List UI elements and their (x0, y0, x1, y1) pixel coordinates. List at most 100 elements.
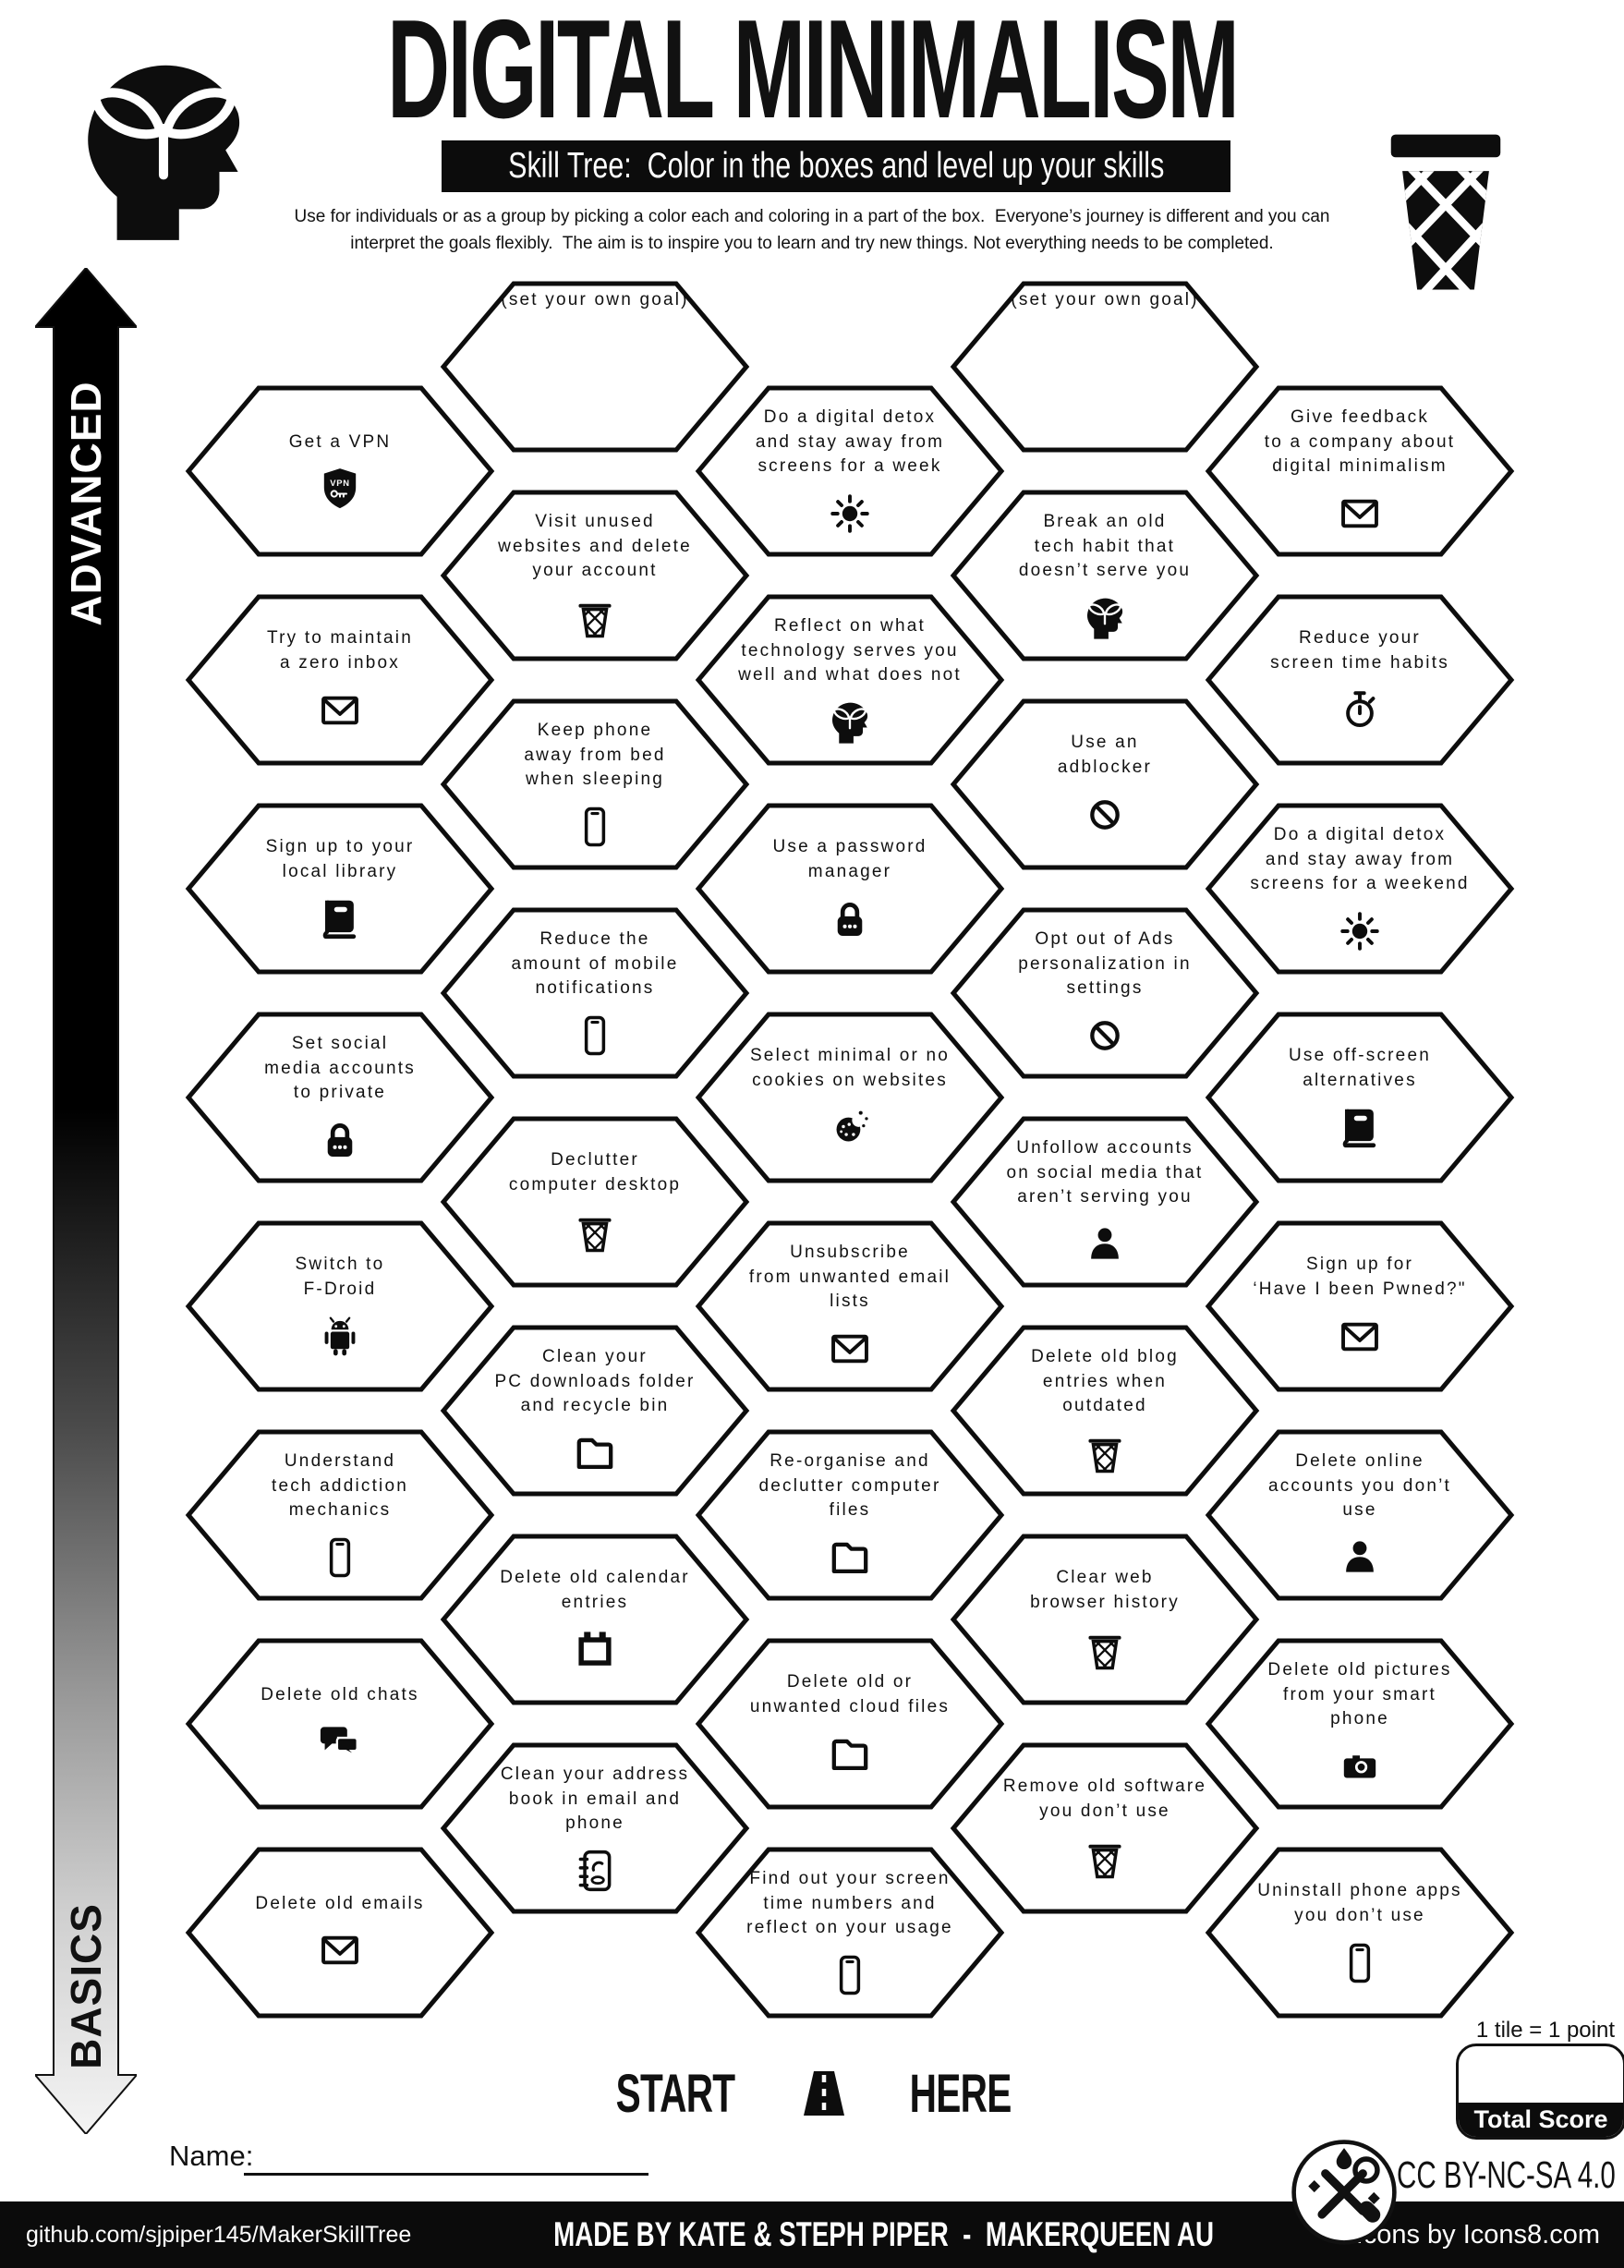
hex-label: Unfollow accounts on social media that a… (1006, 1137, 1204, 1207)
hex-content: Switch to F-Droid (211, 1226, 469, 1387)
hex-tile: Break an old tech habit that doesn’t ser… (950, 488, 1260, 663)
hex-outline (1205, 594, 1515, 766)
hex-outline (695, 1638, 1005, 1810)
intro-line-1: Use for individuals or as a group by pic… (294, 207, 1330, 226)
hex-content: (set your own goal) (976, 286, 1234, 447)
hex-outline (440, 281, 750, 453)
hex-content: Delete old pictures from your smart phon… (1230, 1643, 1489, 1804)
hex-outline (440, 1325, 750, 1497)
hex-tile: Understand tech addiction mechanics (185, 1427, 495, 1603)
subtitle-banner: Skill Tree: Color in the boxes and level… (442, 140, 1230, 192)
hex-label: Try to maintain a zero inbox (267, 628, 413, 673)
hex-content: Reduce the amount of mobile notification… (466, 913, 724, 1073)
hex-outline (185, 1012, 495, 1183)
hex-label: Find out your screen time numbers and re… (746, 1868, 953, 1938)
hex-content: Do a digital detox and stay away from sc… (1230, 808, 1489, 969)
hex-label: Delete online accounts you don’t use (1267, 1450, 1452, 1521)
hex-tile: Opt out of Ads personalization in settin… (950, 905, 1260, 1081)
hex-tile: Reduce your screen time habits (1205, 592, 1515, 768)
hex-content: Delete old chats (211, 1643, 469, 1804)
hex-content: Visit unused websites and delete your ac… (466, 495, 724, 656)
hex-tile: Set social media accounts to private (185, 1010, 495, 1185)
person-icon (1337, 1534, 1383, 1581)
maker-tools-badge-icon (1290, 2138, 1399, 2247)
hex-tile: Give feedback to a company about digital… (1205, 383, 1515, 559)
hex-label: Opt out of Ads personalization in settin… (1018, 928, 1192, 999)
hex-content: Sign up for ‘Have I been Pwned?" (1230, 1226, 1489, 1387)
hex-tile: Delete old chats (185, 1636, 495, 1812)
hex-label: Declutter computer desktop (508, 1150, 682, 1195)
phone-icon (1337, 1940, 1383, 1986)
score-write-in-area (1459, 2046, 1623, 2103)
hex-outline (185, 1847, 495, 2019)
hex-tile: Clear web browser history (950, 1532, 1260, 1707)
hex-content: Delete online accounts you don’t use (1230, 1435, 1489, 1595)
hex-outline (950, 1742, 1260, 1914)
envelope-icon (317, 687, 363, 734)
hex-tile: Remove old software you don’t use (950, 1740, 1260, 1916)
tile-point-note: 1 tile = 1 point (1475, 2018, 1615, 2043)
hex-label: Give feedback to a company about digital… (1264, 406, 1456, 477)
hex-label: Reduce the amount of mobile notification… (511, 928, 679, 999)
padlock-icon (317, 1117, 363, 1163)
hex-tile: Re-organise and declutter computer files (695, 1427, 1005, 1603)
hex-tile: Delete online accounts you don’t use (1205, 1427, 1515, 1603)
folder-icon (827, 1731, 873, 1777)
hex-outline (1205, 803, 1515, 975)
total-score-label: Total Score (1459, 2103, 1623, 2137)
hex-label: Delete old pictures from your smart phon… (1267, 1659, 1452, 1729)
hex-content: Give feedback to a company about digital… (1230, 391, 1489, 552)
hex-tile: Find out your screen time numbers and re… (695, 1845, 1005, 2020)
hex-content: Select minimal or no cookies on websites (721, 1017, 979, 1178)
subtitle-text: Skill Tree: Color in the boxes and level… (507, 146, 1165, 186)
hex-label: Delete old chats (261, 1684, 419, 1704)
phone-icon (572, 804, 618, 850)
footer-credit: MADE BY KATE & STEPH PIPER - MAKERQUEEN … (553, 2215, 1214, 2253)
hex-outline (695, 1220, 1005, 1392)
road-icon (777, 2064, 871, 2123)
hex-label: Switch to F-Droid (295, 1255, 385, 1299)
hex-content: Opt out of Ads personalization in settin… (976, 913, 1234, 1073)
book-icon (317, 896, 363, 942)
hex-label: Delete old or unwanted cloud files (749, 1672, 951, 1716)
intro-line-2: interpret the goals flexibly. The aim is… (350, 233, 1274, 253)
hex-label: (set your own goal) (501, 290, 689, 309)
hex-label: Unsubscribe from unwanted email lists (748, 1242, 951, 1312)
hex-tile: Delete old or unwanted cloud files (695, 1636, 1005, 1812)
hex-label: Reduce your screen time habits (1270, 628, 1449, 673)
hex-content: Sign up to your local library (211, 808, 469, 969)
hex-content: Declutter computer desktop (466, 1122, 724, 1282)
block-icon (1082, 792, 1128, 838)
hex-outline (440, 490, 750, 661)
hex-outline (950, 281, 1260, 453)
hex-content: Break an old tech habit that doesn’t ser… (976, 495, 1234, 656)
hex-tile: Declutter computer desktop (440, 1114, 750, 1290)
hex-tile: Reflect on what technology serves you we… (695, 592, 1005, 768)
hex-outline (185, 803, 495, 975)
hex-tile: Try to maintain a zero inbox (185, 592, 495, 768)
hex-content: Re-organise and declutter computer files (721, 1435, 979, 1595)
vpn-shield-icon (317, 466, 363, 512)
footer-repo-url: github.com/sjpiper145/MakerSkillTree (26, 2221, 412, 2248)
hex-content: Uninstall phone apps you don’t use (1230, 1852, 1489, 2013)
hex-label: Set social media accounts to private (264, 1033, 416, 1103)
hex-label: Use a password manager (772, 837, 927, 881)
envelope-icon (1337, 1314, 1383, 1360)
name-label: Name: (169, 2140, 254, 2172)
hex-label: Remove old software you don’t use (1002, 1777, 1207, 1821)
head-plant-icon (1082, 595, 1128, 641)
hex-outline (1205, 1638, 1515, 1810)
hex-outline (695, 1429, 1005, 1601)
hex-tile: Delete old pictures from your smart phon… (1205, 1636, 1515, 1812)
phone-icon (317, 1534, 363, 1581)
hex-content: Delete old emails (211, 1852, 469, 2013)
hex-outline (1205, 1429, 1515, 1601)
hex-outline (440, 1534, 750, 1705)
hex-content: Keep phone away from bed when sleeping (466, 704, 724, 865)
trash-basket-icon (1082, 1836, 1128, 1882)
block-icon (1082, 1013, 1128, 1059)
hex-label: Delete old calendar entries (500, 1568, 690, 1612)
hex-tile: Delete old blog entries when outdated (950, 1323, 1260, 1498)
